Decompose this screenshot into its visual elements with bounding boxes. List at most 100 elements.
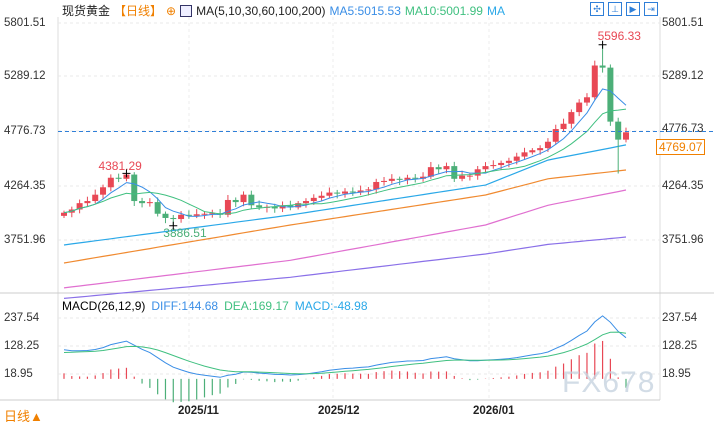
candle-body [162, 213, 169, 218]
candle-body [310, 197, 317, 202]
candle-body [76, 203, 83, 210]
candle-body [302, 201, 309, 204]
macd-header: MACD(26,12,9) DIFF:144.68 DEA:169.17 MAC… [62, 299, 368, 313]
low-label: 3886.51 [163, 226, 207, 240]
price-tick: 4776.73 [662, 123, 704, 135]
candle-body [224, 199, 231, 215]
date-tick: 2025/12 [318, 405, 360, 417]
candle-body [342, 191, 348, 194]
macd-tick: 128.25 [662, 340, 698, 352]
candle-body [326, 192, 333, 196]
ma5-line [63, 88, 627, 217]
candle-body [295, 203, 302, 208]
ma-indicator[interactable]: MA(5,10,30,60,100,200) [196, 3, 326, 18]
date-tick: 2026/01 [473, 405, 515, 417]
ma10-value: MA10:5001.99 [404, 3, 483, 18]
chart-header: 现货黄金 【日线】 ⊕ MA(5,10,30,60,100,200) MA5:5… [62, 2, 505, 19]
diff-line [63, 315, 627, 378]
macd-label: MACD(26,12,9) [62, 299, 146, 313]
local-high-label: 4381.29 [98, 159, 142, 173]
ma5-value: MA5:5015.53 [329, 3, 401, 18]
candle-body [451, 166, 458, 179]
candle-body [318, 195, 325, 198]
period-button[interactable]: 日线▲ [4, 409, 43, 424]
price-tick: 3751.96 [4, 234, 46, 246]
candle-body [381, 180, 388, 182]
high-label: 5596.33 [598, 29, 642, 43]
price-tick: 5289.12 [4, 70, 46, 82]
candle-body [560, 123, 567, 130]
candle-body [412, 177, 419, 179]
play-icon[interactable]: ▶ [626, 2, 640, 16]
crosshair-toggle-icon[interactable]: ⊕ [166, 3, 177, 18]
candle-body [146, 202, 153, 204]
candle-body [443, 166, 450, 170]
ma30-line [63, 144, 627, 246]
ma200-line [63, 236, 627, 299]
macd-tick: 128.25 [4, 340, 40, 352]
candle-body [349, 191, 356, 193]
candle-body [482, 166, 489, 170]
candle-body [178, 214, 185, 220]
candle-body [115, 177, 122, 179]
candle-body [287, 205, 294, 208]
crosshair-icon[interactable]: ✣ [590, 2, 604, 16]
candle-body [404, 177, 411, 180]
macd-tick: 237.54 [4, 312, 40, 324]
zoom-range-icon[interactable]: ⊥ [608, 2, 622, 16]
indicator-icon[interactable] [180, 4, 193, 17]
candle-body [201, 213, 208, 215]
candle-body [505, 160, 512, 163]
candle-body [396, 178, 403, 180]
candle-body [357, 190, 364, 193]
price-tick: 5289.12 [662, 70, 704, 82]
extreme-marker-icon [598, 40, 607, 49]
candle-body [466, 175, 473, 177]
candle-body [365, 189, 372, 191]
candle-body [420, 176, 427, 179]
candle-body [131, 174, 138, 202]
candle-body [459, 175, 466, 179]
candle-body [139, 201, 146, 204]
price-tick: 3751.96 [662, 234, 704, 246]
candle-body [107, 177, 114, 188]
candle-body [248, 194, 255, 206]
candle-body [615, 121, 622, 140]
candle-body [232, 199, 239, 203]
candle-body [552, 129, 559, 142]
candle-body [388, 178, 395, 181]
candle-body [623, 132, 629, 140]
candle-body [544, 141, 551, 149]
symbol-name: 现货黄金 [62, 4, 111, 18]
toolbar: ✣ ⊥ ▶ ⇥ [590, 2, 658, 16]
candle-body [529, 150, 536, 153]
ma10-line [63, 108, 627, 215]
candle-body [513, 156, 520, 161]
current-price-tag: 4769.07 [656, 139, 706, 155]
candle-body [256, 205, 263, 208]
macd-tick: 18.95 [662, 368, 691, 380]
extreme-marker-icon [169, 221, 178, 230]
dea-value: DEA:169.17 [224, 299, 289, 313]
go-end-icon[interactable]: ⇥ [644, 2, 658, 16]
ma-more: MA [486, 3, 505, 18]
candle-body [607, 67, 614, 122]
price-tick: 5801.51 [4, 17, 46, 29]
candle-body [591, 65, 598, 98]
candle-body [100, 187, 107, 195]
candle-body [490, 165, 497, 167]
candle-body [193, 214, 200, 216]
date-tick: 2025/11 [178, 405, 219, 417]
candle-body [271, 206, 278, 209]
price-tick: 4264.35 [4, 180, 46, 192]
diff-value: DIFF:144.68 [151, 299, 219, 313]
candle-body [576, 102, 583, 113]
candle-body [92, 194, 99, 202]
candle-body [154, 202, 161, 214]
candle-body [435, 167, 442, 170]
ma60-line [63, 169, 627, 264]
period-label[interactable]: 【日线】 [114, 4, 163, 18]
candle-body [84, 201, 91, 204]
candle-body [373, 181, 380, 190]
